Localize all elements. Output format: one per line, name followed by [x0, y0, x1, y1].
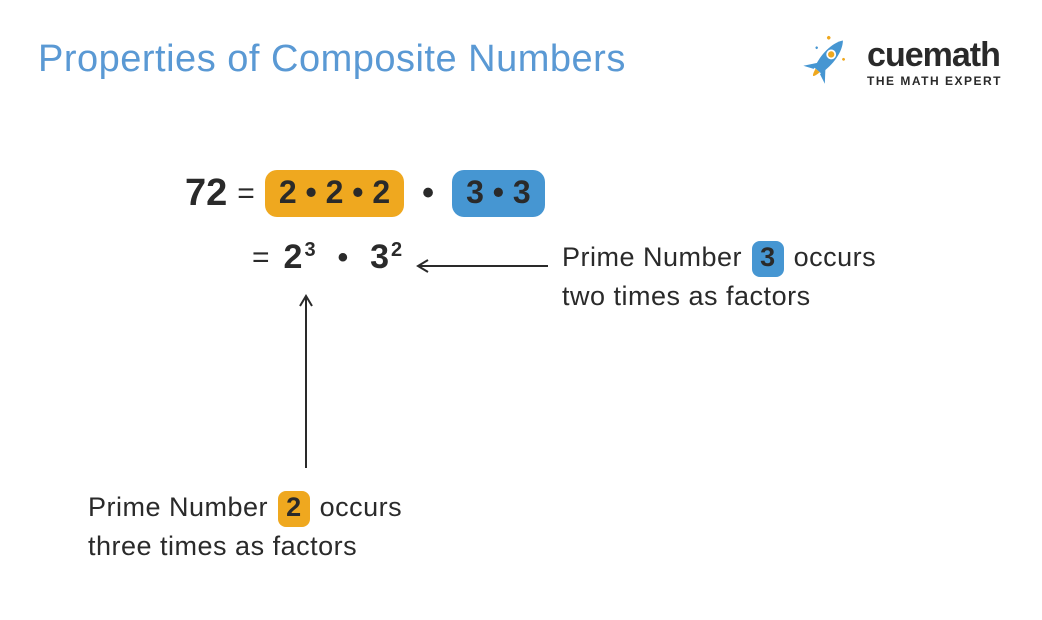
base1-term: 23 — [284, 238, 316, 277]
annot-bottom-line2: three times as factors — [88, 531, 357, 561]
annotation-three: Prime Number 3 occurs two times as facto… — [562, 238, 876, 316]
annot-bottom-post: occurs — [320, 492, 403, 522]
arrow-up-icon — [296, 290, 316, 470]
equals-sign-1: = — [237, 177, 255, 211]
base1: 2 — [284, 238, 303, 276]
rocket-icon — [789, 28, 859, 98]
equation-line2: = 23 • 32 — [252, 238, 402, 277]
annot-right-line2: two times as factors — [562, 281, 811, 311]
equals-sign-2: = — [252, 241, 270, 275]
equation-lhs: 72 — [185, 172, 227, 215]
exp1: 3 — [304, 239, 315, 261]
arrow-right-icon — [410, 256, 550, 276]
chip-two: 2 — [278, 491, 310, 527]
exp2: 2 — [391, 239, 402, 261]
mid-dot: • — [338, 241, 349, 275]
blue-factor-pill: 3 • 3 — [452, 170, 545, 217]
base2-term: 32 — [370, 238, 402, 277]
equation-line1: 72 = 2 • 2 • 2 • 3 • 3 — [185, 170, 545, 217]
logo-main-text: cuemath — [867, 38, 1002, 72]
orange-factor-pill: 2 • 2 • 2 — [265, 170, 404, 217]
brand-logo: cuemath THE MATH EXPERT — [789, 28, 1002, 98]
annot-right-post: occurs — [794, 242, 877, 272]
annotation-two: Prime Number 2 occurs three times as fac… — [88, 488, 402, 566]
base2: 3 — [370, 238, 389, 276]
logo-sub-text: THE MATH EXPERT — [867, 74, 1002, 88]
between-dot: • — [422, 174, 434, 213]
annot-bottom-pre: Prime Number — [88, 492, 268, 522]
annot-right-pre: Prime Number — [562, 242, 742, 272]
chip-three: 3 — [752, 241, 784, 277]
page-title: Properties of Composite Numbers — [38, 38, 626, 81]
